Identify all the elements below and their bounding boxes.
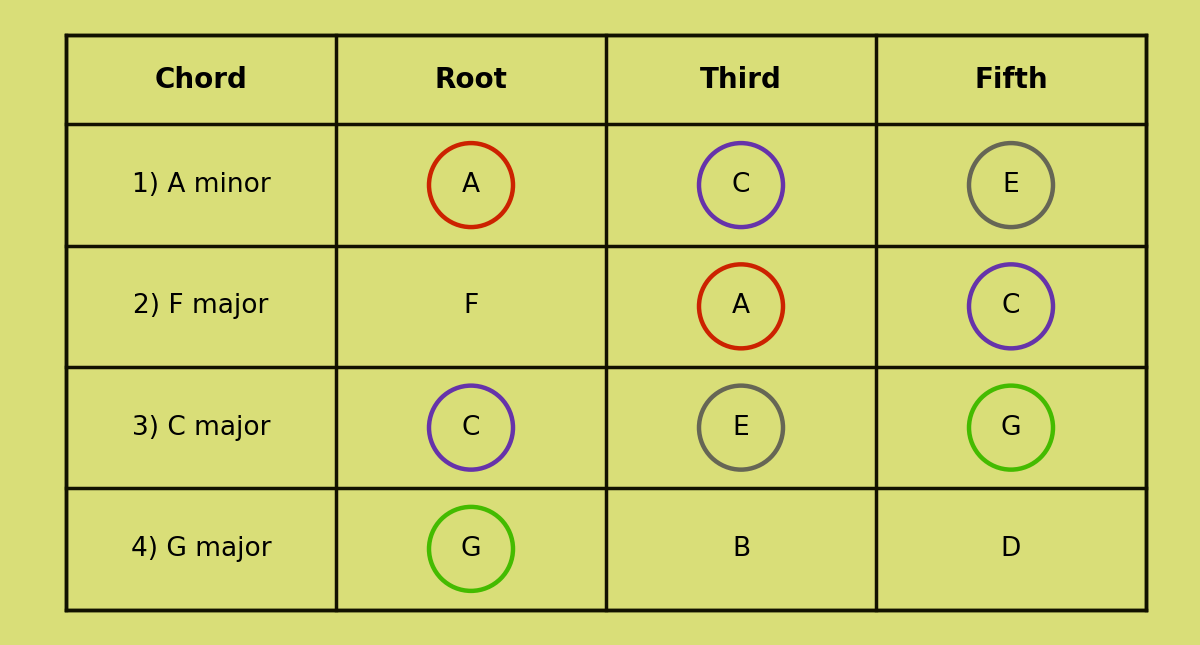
Text: Fifth: Fifth [974, 66, 1048, 94]
Text: C: C [732, 172, 750, 198]
Text: Root: Root [434, 66, 508, 94]
Bar [66, 35, 1146, 610]
Text: B: B [732, 536, 750, 562]
Text: D: D [1001, 536, 1021, 562]
Text: 4) G major: 4) G major [131, 536, 271, 562]
Text: F: F [463, 293, 479, 319]
Text: 2) F major: 2) F major [133, 293, 269, 319]
Text: Chord: Chord [155, 66, 247, 94]
Text: E: E [733, 415, 749, 441]
Text: Third: Third [700, 66, 782, 94]
Text: C: C [1002, 293, 1020, 319]
Text: E: E [1003, 172, 1019, 198]
Text: C: C [462, 415, 480, 441]
Text: A: A [732, 293, 750, 319]
Text: G: G [1001, 415, 1021, 441]
Text: G: G [461, 536, 481, 562]
Text: A: A [462, 172, 480, 198]
Text: 1) A minor: 1) A minor [132, 172, 270, 198]
Text: 3) C major: 3) C major [132, 415, 270, 441]
